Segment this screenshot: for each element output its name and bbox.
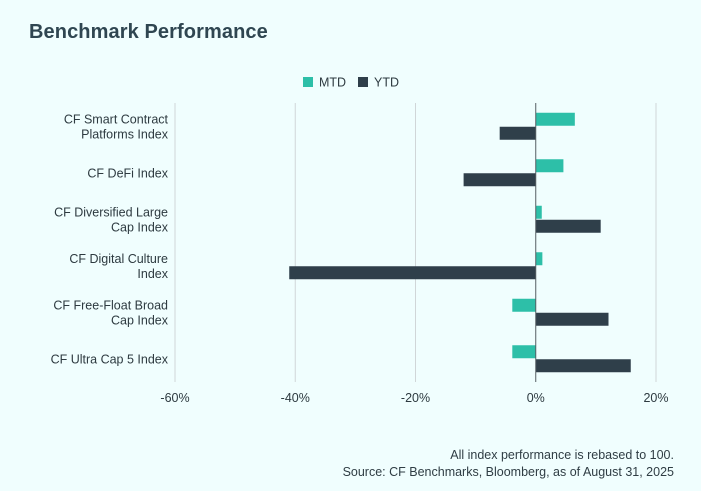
- x-tick-label: 0%: [527, 391, 545, 405]
- legend-label-ytd[interactable]: YTD: [374, 76, 399, 90]
- grid-lines: [174, 103, 657, 382]
- bar-mtd[interactable]: [535, 112, 575, 126]
- legend-swatch-ytd: [358, 77, 368, 87]
- x-tick-label: -20%: [401, 391, 430, 405]
- bars: [289, 112, 631, 373]
- category-label: CF Smart Contract Platforms Index: [64, 112, 169, 141]
- bar-mtd[interactable]: [512, 298, 536, 312]
- category-label: CF Ultra Cap 5 Index: [51, 352, 169, 366]
- x-tick-label: -60%: [160, 391, 189, 405]
- chart-title: Benchmark Performance: [29, 21, 268, 43]
- category-labels: CF Smart Contract Platforms Index CF DeFi …: [51, 112, 169, 366]
- footnote: All index performance is rebased to 100.…: [343, 447, 674, 481]
- legend[interactable]: MTD YTD: [303, 76, 399, 90]
- bar-ytd[interactable]: [289, 266, 536, 280]
- category-label: CF Free-Float Broad Cap Index: [53, 298, 168, 327]
- bar-ytd[interactable]: [499, 126, 536, 140]
- footnote-rebase-note: All index performance is rebased to 100.: [450, 448, 674, 462]
- category-label: CF DeFi Index: [87, 166, 168, 180]
- x-tick-label: -40%: [281, 391, 310, 405]
- bar-mtd[interactable]: [512, 345, 536, 359]
- legend-swatch-mtd: [303, 77, 313, 87]
- footnote-source: Source: CF Benchmarks, Bloomberg, as of …: [342, 465, 674, 479]
- axes: -60% -40% -20% 0% 20%: [160, 103, 669, 405]
- category-label: CF Digital Culture Index: [69, 252, 168, 281]
- legend-label-mtd[interactable]: MTD: [319, 76, 346, 90]
- bar-ytd[interactable]: [535, 312, 609, 326]
- bar-ytd[interactable]: [463, 173, 536, 187]
- bar-mtd[interactable]: [535, 252, 543, 266]
- bar-ytd[interactable]: [535, 219, 601, 233]
- bar-mtd[interactable]: [535, 205, 542, 219]
- bar-mtd[interactable]: [535, 159, 564, 173]
- bar-ytd[interactable]: [535, 359, 631, 373]
- x-tick-label: 20%: [643, 391, 668, 405]
- category-label: CF Diversified Large Cap Index: [54, 205, 169, 234]
